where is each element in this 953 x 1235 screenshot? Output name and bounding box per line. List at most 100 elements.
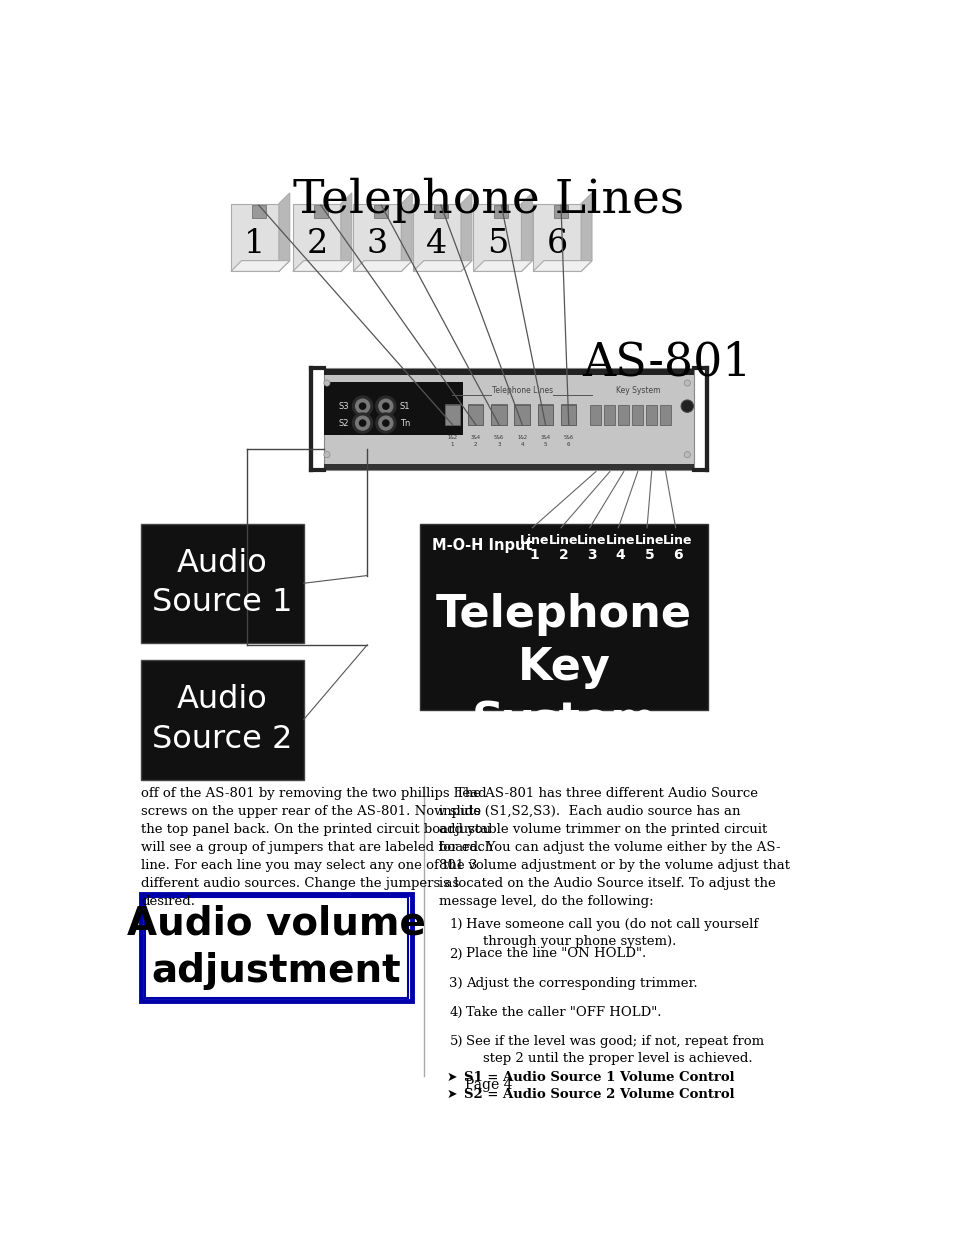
Text: 5&6: 5&6	[563, 436, 573, 441]
Bar	[419, 524, 707, 710]
Bar	[560, 405, 576, 425]
Bar	[314, 205, 328, 217]
Circle shape	[359, 403, 365, 409]
Circle shape	[375, 396, 395, 416]
Text: 2: 2	[558, 548, 568, 562]
Bar	[374, 205, 388, 217]
Bar	[141, 661, 303, 779]
Bar	[468, 405, 483, 425]
Polygon shape	[580, 193, 592, 272]
Text: 4: 4	[520, 442, 523, 447]
Circle shape	[355, 399, 369, 412]
Bar	[323, 369, 694, 375]
Bar	[491, 405, 506, 425]
Bar	[491, 404, 506, 425]
Text: Adjust the corresponding trimmer.: Adjust the corresponding trimmer.	[466, 977, 698, 989]
Polygon shape	[401, 193, 412, 272]
Text: 2): 2)	[449, 947, 462, 961]
Text: The AS-801 has three different Audio Source
inputs (S1,S2,S3).  Each audio sourc: The AS-801 has three different Audio Sou…	[439, 787, 789, 908]
Text: Place the line "ON HOLD".: Place the line "ON HOLD".	[466, 947, 646, 961]
Polygon shape	[521, 193, 532, 272]
Text: S2 = Audio Source 2 Volume Control: S2 = Audio Source 2 Volume Control	[464, 1088, 734, 1100]
Text: 2: 2	[474, 442, 477, 447]
Text: Have someone call you (do not call yourself
    through your phone system).: Have someone call you (do not call yours…	[466, 918, 758, 947]
Circle shape	[683, 452, 690, 458]
Text: ➤: ➤	[447, 1088, 457, 1100]
Bar	[293, 204, 340, 272]
Bar	[444, 405, 459, 425]
Text: S1 = Audio Source 1 Volume Control: S1 = Audio Source 1 Volume Control	[464, 1071, 734, 1083]
Bar	[537, 405, 553, 425]
Bar	[590, 405, 600, 425]
Bar	[434, 205, 447, 217]
Text: 3): 3)	[449, 977, 462, 989]
Text: S1: S1	[399, 401, 410, 411]
Text: 1: 1	[450, 442, 454, 447]
Text: Audio volume
adjustment: Audio volume adjustment	[127, 905, 426, 990]
Text: Line: Line	[548, 535, 578, 547]
Bar	[632, 405, 642, 425]
Text: 4: 4	[615, 548, 625, 562]
Circle shape	[375, 412, 395, 433]
Circle shape	[378, 416, 393, 430]
Text: Audio
Source 1: Audio Source 1	[152, 548, 293, 619]
Bar	[618, 405, 629, 425]
Text: 3: 3	[497, 442, 500, 447]
Bar	[444, 404, 459, 425]
Bar	[604, 405, 615, 425]
Text: Take the caller "OFF HOLD".: Take the caller "OFF HOLD".	[466, 1007, 661, 1019]
Text: 6: 6	[673, 548, 682, 562]
Text: 4): 4)	[449, 1007, 462, 1019]
Text: 5: 5	[644, 548, 654, 562]
Text: Page 4: Page 4	[465, 1078, 512, 1093]
Text: 5): 5)	[449, 1035, 462, 1049]
Circle shape	[323, 380, 330, 387]
Text: Line: Line	[577, 535, 606, 547]
Bar	[141, 894, 412, 1002]
Text: 5: 5	[543, 442, 547, 447]
Text: Telephone
Key
System: Telephone Key System	[436, 593, 691, 742]
Text: 3&4: 3&4	[540, 436, 550, 441]
Text: 3: 3	[587, 548, 597, 562]
Text: 1): 1)	[449, 918, 462, 931]
Text: See if the level was good; if not, repeat from
    step 2 until the proper level: See if the level was good; if not, repea…	[466, 1035, 763, 1065]
Text: 1: 1	[529, 548, 539, 562]
Text: Telephone Lines: Telephone Lines	[294, 178, 683, 222]
Text: Telephone Lines: Telephone Lines	[491, 387, 552, 395]
Circle shape	[323, 452, 330, 458]
Circle shape	[359, 420, 365, 426]
Text: 3&4: 3&4	[470, 436, 480, 441]
Circle shape	[353, 396, 373, 416]
Text: M‑O‑H Input: M‑O‑H Input	[432, 538, 532, 553]
Bar	[533, 204, 580, 272]
Polygon shape	[533, 261, 592, 272]
Circle shape	[382, 403, 389, 409]
Polygon shape	[460, 193, 472, 272]
Bar	[323, 382, 463, 436]
Bar	[645, 405, 657, 425]
Text: 3: 3	[366, 227, 388, 259]
Bar	[537, 404, 553, 425]
Bar	[252, 205, 266, 217]
Polygon shape	[293, 261, 352, 272]
Text: 5&6: 5&6	[494, 436, 503, 441]
Text: 6: 6	[546, 227, 567, 259]
Text: Audio Lines: Audio Lines	[343, 436, 379, 441]
Text: AS-801: AS-801	[582, 341, 751, 387]
Polygon shape	[340, 193, 352, 272]
Bar	[323, 464, 694, 471]
Text: 5: 5	[486, 227, 508, 259]
Bar	[560, 404, 576, 425]
Text: Line: Line	[634, 535, 663, 547]
Polygon shape	[278, 193, 290, 272]
Text: Line: Line	[519, 535, 549, 547]
Circle shape	[378, 399, 393, 412]
Bar	[323, 368, 694, 471]
Bar	[554, 205, 567, 217]
Circle shape	[680, 400, 693, 412]
Text: ➤: ➤	[447, 1071, 457, 1083]
Text: S2: S2	[337, 419, 348, 427]
Text: Tn: Tn	[399, 419, 410, 427]
Bar	[494, 205, 508, 217]
Bar	[413, 204, 460, 272]
